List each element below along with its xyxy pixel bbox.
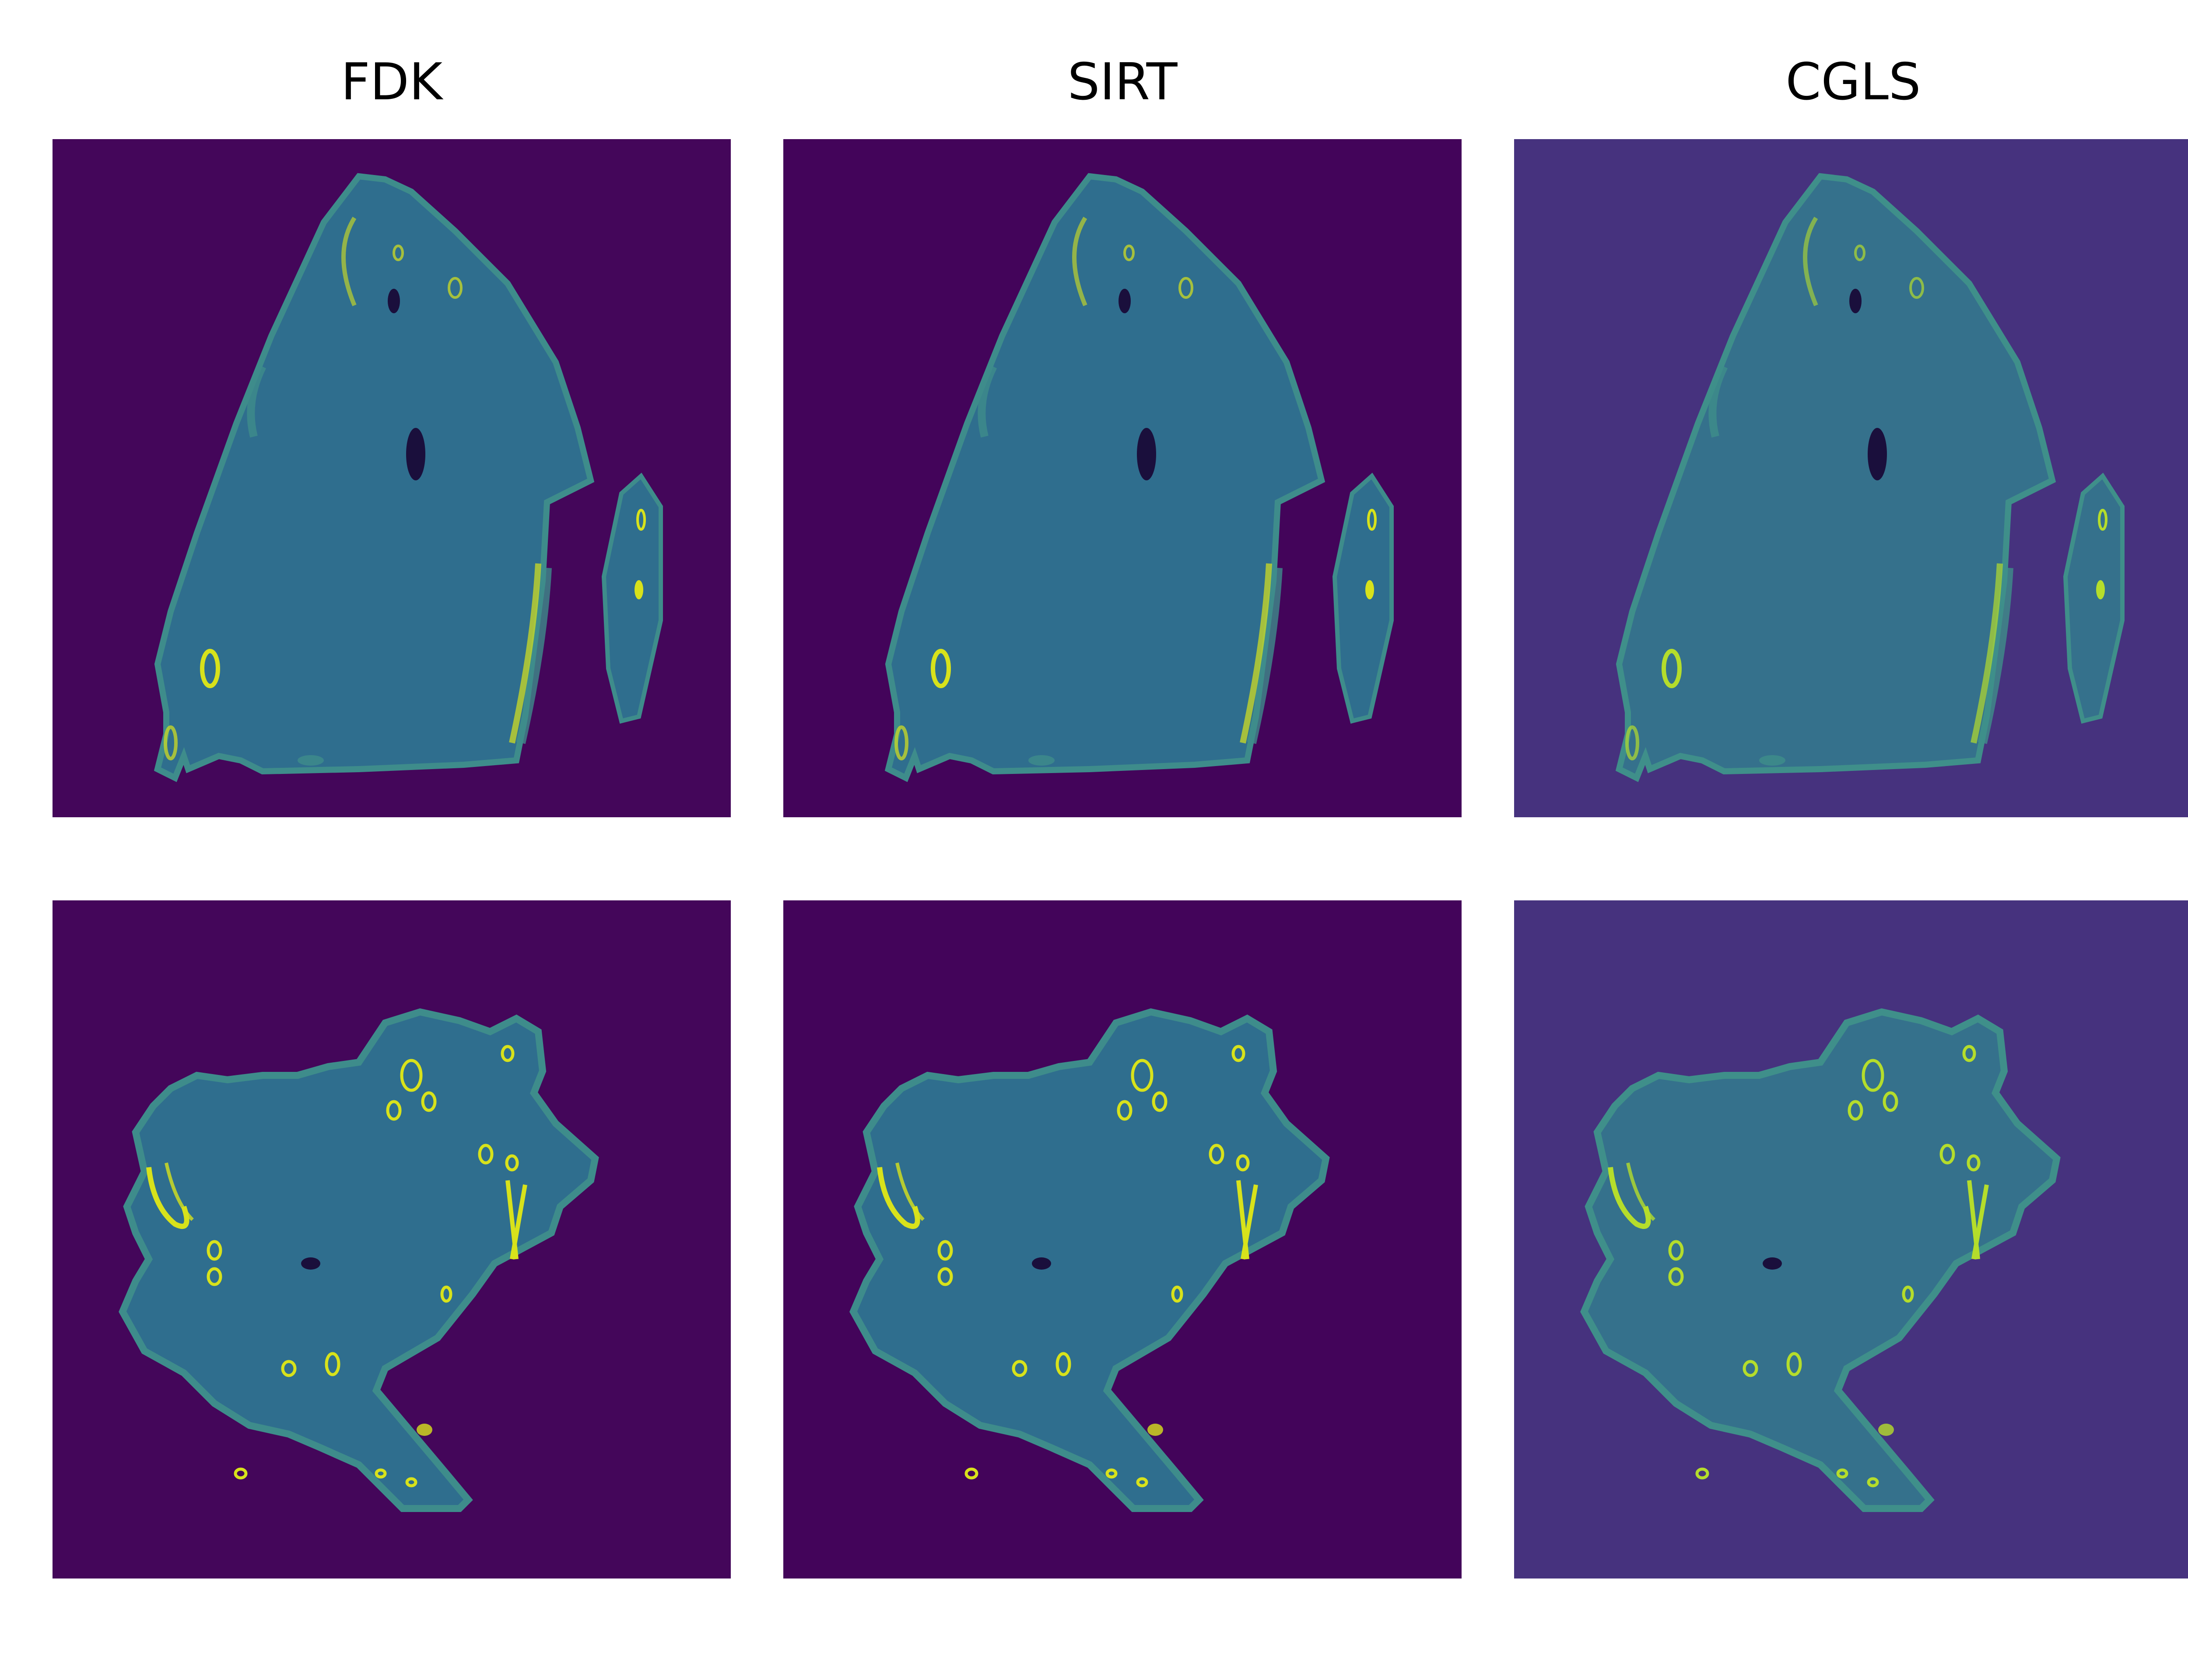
panel-cgls-axial — [1514, 900, 2188, 1578]
column-title-fdk: FDK — [340, 52, 443, 112]
panel-sirt-sagittal — [783, 139, 1462, 817]
column-title-cgls: CGLS — [1785, 52, 1921, 112]
column-title-sirt: SIRT — [1067, 52, 1178, 112]
panel-fdk-sagittal — [53, 139, 731, 817]
panel-sirt-axial — [783, 900, 1462, 1578]
panel-fdk-axial — [53, 900, 731, 1578]
panel-cgls-sagittal — [1514, 139, 2188, 817]
